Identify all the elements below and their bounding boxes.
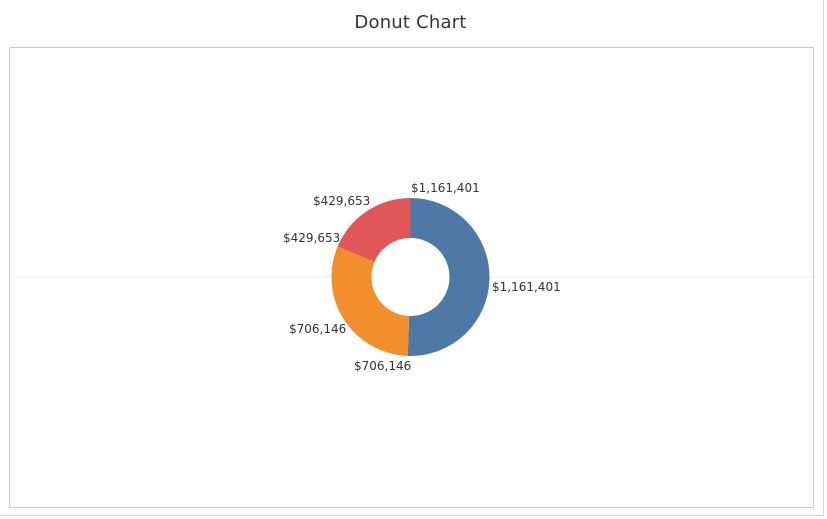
data-label-1161401-right: $1,161,401 <box>492 280 561 294</box>
data-label-706146-left: $706,146 <box>289 322 346 336</box>
data-labels: $1,161,401 $1,161,401 $706,146 $706,146 … <box>283 181 561 373</box>
data-label-1161401-top: $1,161,401 <box>411 181 480 195</box>
donut-hole <box>371 238 450 316</box>
data-label-429653-left: $429,653 <box>283 231 340 245</box>
data-label-429653-top: $429,653 <box>313 194 370 208</box>
chart-title: Donut Chart <box>354 12 467 33</box>
data-label-706146-bottom: $706,146 <box>354 359 411 373</box>
